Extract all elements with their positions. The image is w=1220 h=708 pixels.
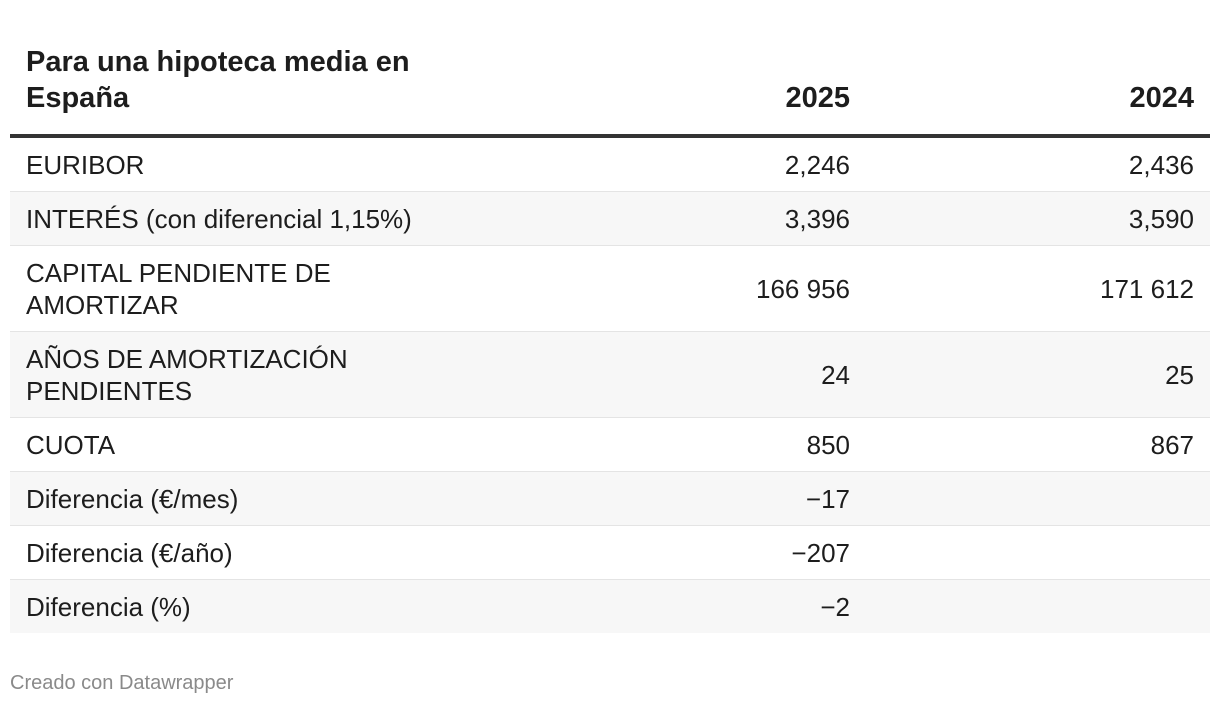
row-label-text: CAPITAL PENDIENTE DE AMORTIZAR — [26, 257, 331, 320]
row-label: Diferencia (€/año) — [10, 525, 570, 580]
cell-2025: −207 — [570, 525, 866, 580]
header-row: Para una hipoteca media en España 2025 2… — [10, 44, 1210, 138]
table-row: Diferencia (€/mes) −17 — [10, 471, 1210, 526]
cell-2024: 171 612 — [866, 245, 1210, 332]
cell-2025: −17 — [570, 471, 866, 526]
cell-2025: −2 — [570, 579, 866, 633]
table-header: Para una hipoteca media en España 2025 2… — [10, 44, 1210, 138]
table-row: Diferencia (%) −2 — [10, 579, 1210, 633]
table-body: EURIBOR 2,246 2,436 INTERÉS (con diferen… — [10, 136, 1210, 633]
data-table-container: Para una hipoteca media en España 2025 2… — [10, 44, 1210, 633]
row-label: CAPITAL PENDIENTE DE AMORTIZAR — [10, 245, 570, 332]
table-row: CUOTA 850 867 — [10, 417, 1210, 472]
row-label: INTERÉS (con diferencial 1,15%) — [10, 191, 570, 246]
cell-2025: 166 956 — [570, 245, 866, 332]
row-label: Diferencia (%) — [10, 579, 570, 633]
row-label-text: AÑOS DE AMORTIZACIÓN PENDIENTES — [26, 343, 348, 406]
cell-2024 — [866, 525, 1210, 580]
data-table: Para una hipoteca media en España 2025 2… — [10, 44, 1210, 633]
cell-2025: 3,396 — [570, 191, 866, 246]
cell-2025: 2,246 — [570, 136, 866, 192]
row-label: Diferencia (€/mes) — [10, 471, 570, 526]
cell-2024: 867 — [866, 417, 1210, 472]
header-2025-column[interactable]: 2025 — [570, 44, 866, 138]
datawrapper-credit-link[interactable]: Creado con Datawrapper — [10, 672, 234, 694]
table-row: CAPITAL PENDIENTE DE AMORTIZAR 166 956 1… — [10, 245, 1210, 332]
row-label: AÑOS DE AMORTIZACIÓN PENDIENTES — [10, 331, 570, 418]
row-label-text: Diferencia (€/año) — [26, 537, 233, 568]
cell-2024: 2,436 — [866, 136, 1210, 192]
row-label: CUOTA — [10, 417, 570, 472]
cell-2025: 24 — [570, 331, 866, 418]
cell-2024: 25 — [866, 331, 1210, 418]
table-row: AÑOS DE AMORTIZACIÓN PENDIENTES 24 25 — [10, 331, 1210, 418]
row-label-text: Diferencia (€/mes) — [26, 483, 239, 514]
cell-2024 — [866, 471, 1210, 526]
table-row: Diferencia (€/año) −207 — [10, 525, 1210, 580]
row-label: EURIBOR — [10, 136, 570, 192]
table-row: EURIBOR 2,246 2,436 — [10, 136, 1210, 192]
cell-2025: 850 — [570, 417, 866, 472]
row-label-text: Diferencia (%) — [26, 591, 191, 622]
cell-2024 — [866, 579, 1210, 633]
row-label-text: INTERÉS (con diferencial 1,15%) — [26, 203, 412, 234]
header-label-column[interactable]: Para una hipoteca media en España — [10, 44, 570, 138]
row-label-text: EURIBOR — [26, 149, 145, 180]
table-row: INTERÉS (con diferencial 1,15%) 3,396 3,… — [10, 191, 1210, 246]
cell-2024: 3,590 — [866, 191, 1210, 246]
header-2024-column[interactable]: 2024 — [866, 44, 1210, 138]
row-label-text: CUOTA — [26, 429, 116, 460]
